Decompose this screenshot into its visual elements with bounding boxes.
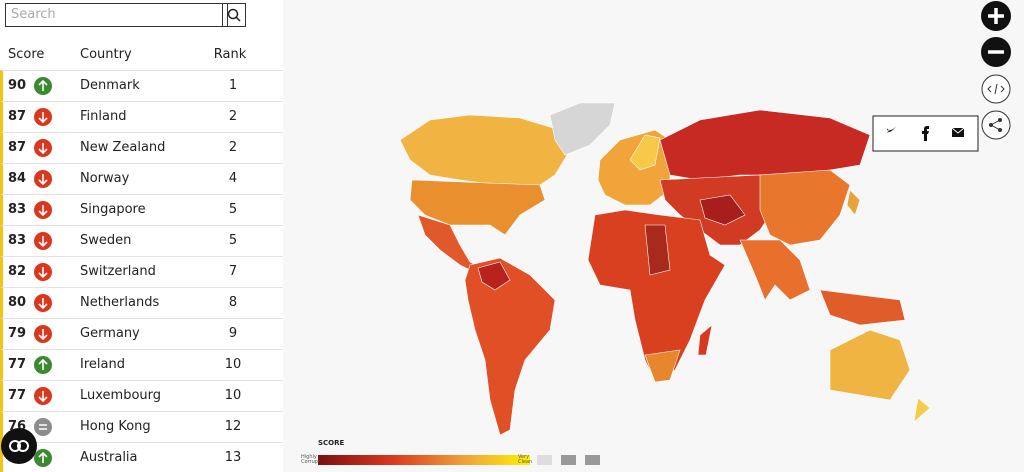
country: Luxembourg bbox=[80, 388, 162, 403]
trend-icon bbox=[34, 449, 52, 467]
accessibility-button[interactable] bbox=[1, 428, 37, 464]
rows: 90 Denmark 1 87 Finland 2 87 New Zealand 2 84 Norw… bbox=[0, 70, 283, 472]
table-row[interactable]: 75Australia13 bbox=[0, 442, 283, 472]
zoom-in[interactable] bbox=[981, 1, 1011, 31]
table-row[interactable]: 77 Luxembourg 10 bbox=[0, 380, 283, 411]
rank: 10 bbox=[224, 388, 242, 403]
country: Hong Kong bbox=[80, 419, 151, 434]
legend-swatch bbox=[561, 455, 576, 465]
trend-icon bbox=[34, 418, 52, 436]
rank: 10 bbox=[224, 357, 242, 372]
country: Norway bbox=[80, 171, 130, 186]
score: 83 bbox=[8, 233, 27, 248]
trend-icon bbox=[34, 356, 52, 374]
rank: 7 bbox=[228, 264, 238, 279]
table-row[interactable]: 83 Singapore 5 bbox=[0, 194, 283, 225]
header-score[interactable]: Score bbox=[8, 47, 45, 62]
country: New Zealand bbox=[80, 140, 166, 155]
country: Finland bbox=[80, 109, 127, 124]
legend-nodata bbox=[537, 455, 552, 465]
world-map bbox=[283, 0, 1024, 472]
score: 87 bbox=[8, 140, 27, 155]
table-row[interactable]: 90 Denmark 1 bbox=[0, 70, 283, 101]
trend-icon bbox=[34, 170, 52, 188]
score: 83 bbox=[8, 202, 27, 217]
rank: 5 bbox=[228, 202, 238, 217]
search-input[interactable]: Search bbox=[5, 3, 228, 27]
table-row[interactable]: 87 New Zealand 2 bbox=[0, 132, 283, 163]
trend-icon bbox=[34, 263, 52, 281]
country: Switzerland bbox=[80, 264, 156, 279]
score: 80 bbox=[8, 295, 27, 310]
trend-icon bbox=[34, 139, 52, 157]
trend-icon bbox=[34, 201, 52, 219]
legend-low: Highly Corrupt bbox=[301, 454, 320, 465]
search-button[interactable] bbox=[222, 3, 246, 27]
country: Australia bbox=[80, 450, 138, 465]
header-rank[interactable]: Rank bbox=[213, 47, 247, 62]
rank: 12 bbox=[224, 419, 242, 434]
table-row[interactable]: 79 Germany 9 bbox=[0, 318, 283, 349]
trend-icon bbox=[34, 232, 52, 250]
score: 87 bbox=[8, 109, 27, 124]
embed-button[interactable] bbox=[981, 74, 1011, 104]
score: 82 bbox=[8, 264, 27, 279]
country: Ireland bbox=[80, 357, 125, 372]
trend-icon bbox=[34, 294, 52, 312]
trend-icon bbox=[34, 325, 52, 343]
legend-title: SCORE bbox=[318, 439, 345, 447]
rank: 13 bbox=[224, 450, 242, 465]
score: 77 bbox=[8, 357, 27, 372]
table-row[interactable]: 87 Finland 2 bbox=[0, 101, 283, 132]
legend-gradient bbox=[318, 455, 530, 465]
country: Singapore bbox=[80, 202, 146, 217]
trend-icon bbox=[34, 108, 52, 126]
rank: 1 bbox=[228, 78, 238, 93]
legend-swatch bbox=[585, 455, 600, 465]
share-button[interactable] bbox=[981, 110, 1011, 140]
twitter-icon[interactable] bbox=[886, 126, 896, 133]
trend-icon bbox=[34, 387, 52, 405]
rank: 8 bbox=[228, 295, 238, 310]
table-row[interactable]: 83 Sweden 5 bbox=[0, 225, 283, 256]
country: Sweden bbox=[80, 233, 132, 248]
zoom-out[interactable] bbox=[981, 37, 1011, 67]
rank: 2 bbox=[228, 140, 238, 155]
table-row[interactable]: 84 Norway 4 bbox=[0, 163, 283, 194]
score: 77 bbox=[8, 388, 27, 403]
rank: 9 bbox=[228, 326, 238, 341]
score: 90 bbox=[8, 78, 27, 93]
header-country[interactable]: Country bbox=[80, 47, 132, 62]
facebook-icon[interactable] bbox=[922, 126, 929, 141]
country: Germany bbox=[80, 326, 140, 341]
table-row[interactable]: 77 Ireland 10 bbox=[0, 349, 283, 380]
table-row[interactable]: 76 Hong Kong 12 bbox=[0, 411, 283, 442]
rank: 2 bbox=[228, 109, 238, 124]
email-icon[interactable] bbox=[951, 127, 965, 137]
trend-icon bbox=[34, 77, 52, 95]
rank: 4 bbox=[228, 171, 238, 186]
table-row[interactable]: 80 Netherlands 8 bbox=[0, 287, 283, 318]
table-row[interactable]: 82 Switzerland 7 bbox=[0, 256, 283, 287]
legend-high: Very Clean bbox=[518, 454, 533, 465]
country: Netherlands bbox=[80, 295, 160, 310]
score: 79 bbox=[8, 326, 27, 341]
score: 84 bbox=[8, 171, 27, 186]
country: Denmark bbox=[80, 78, 140, 93]
rank: 5 bbox=[228, 233, 238, 248]
ranking-panel: Search Score Country Rank 90 Denmark 1 87 Fi… bbox=[0, 0, 283, 472]
